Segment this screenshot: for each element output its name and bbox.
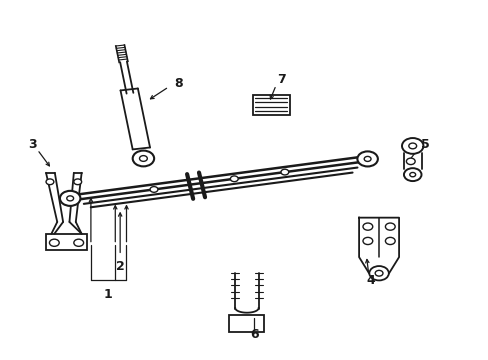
- Bar: [229, 315, 264, 332]
- Circle shape: [132, 150, 154, 166]
- Circle shape: [281, 169, 288, 175]
- Text: 4: 4: [366, 274, 375, 287]
- Circle shape: [406, 158, 414, 165]
- Polygon shape: [358, 218, 398, 273]
- Circle shape: [60, 191, 80, 206]
- Text: 8: 8: [174, 77, 183, 90]
- Circle shape: [368, 266, 388, 280]
- Circle shape: [374, 270, 382, 276]
- Circle shape: [401, 138, 423, 154]
- Circle shape: [74, 239, 83, 246]
- Bar: [252, 95, 289, 114]
- Circle shape: [385, 223, 394, 230]
- Text: 2: 2: [116, 260, 124, 273]
- Circle shape: [409, 172, 415, 177]
- Circle shape: [139, 156, 147, 161]
- Circle shape: [67, 196, 74, 201]
- Circle shape: [74, 179, 81, 185]
- Circle shape: [362, 223, 372, 230]
- Circle shape: [46, 179, 54, 185]
- Text: 1: 1: [103, 288, 112, 301]
- Text: 7: 7: [276, 73, 285, 86]
- Text: 5: 5: [420, 138, 428, 150]
- Circle shape: [49, 239, 59, 246]
- Circle shape: [230, 176, 238, 182]
- Circle shape: [364, 156, 370, 161]
- Circle shape: [385, 237, 394, 244]
- Circle shape: [408, 143, 416, 149]
- Circle shape: [357, 152, 377, 166]
- Circle shape: [150, 186, 158, 192]
- Text: 3: 3: [28, 138, 37, 150]
- Bar: [46, 234, 87, 250]
- Text: 6: 6: [249, 328, 258, 341]
- Circle shape: [403, 168, 421, 181]
- Circle shape: [362, 237, 372, 244]
